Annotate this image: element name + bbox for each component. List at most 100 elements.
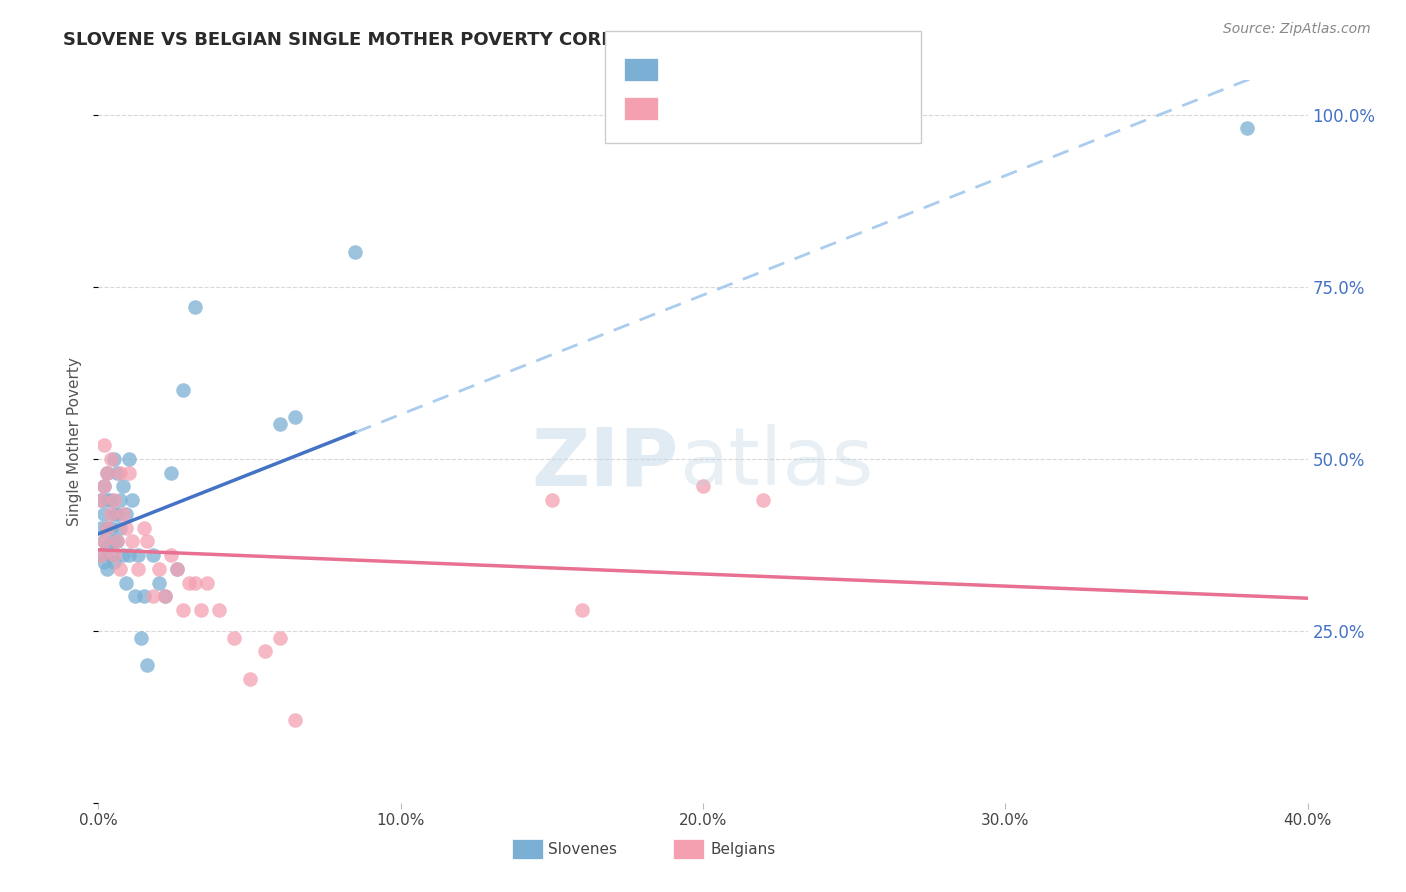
- Point: [148, 575, 170, 590]
- Point: [96, 466, 118, 480]
- Point: [121, 534, 143, 549]
- Point: [93, 534, 115, 549]
- Point: [284, 410, 307, 425]
- Text: N =: N =: [769, 61, 806, 78]
- Text: 0.352: 0.352: [699, 61, 751, 78]
- Point: [208, 603, 231, 617]
- Text: ZIP: ZIP: [531, 425, 679, 502]
- Point: [752, 493, 775, 508]
- Point: [195, 575, 218, 590]
- Point: [111, 507, 134, 521]
- Text: 47: 47: [803, 61, 827, 78]
- Point: [253, 644, 276, 658]
- Point: [344, 245, 367, 260]
- Point: [148, 562, 170, 576]
- Point: [224, 631, 246, 645]
- Point: [108, 493, 131, 508]
- Point: [105, 534, 128, 549]
- Point: [114, 575, 136, 590]
- Point: [184, 575, 207, 590]
- Point: [179, 575, 201, 590]
- Point: [135, 658, 157, 673]
- Point: [96, 520, 118, 534]
- Point: [132, 590, 155, 604]
- Point: [96, 562, 118, 576]
- Point: [571, 603, 593, 617]
- Point: [127, 562, 149, 576]
- Point: [166, 562, 188, 576]
- Text: SLOVENE VS BELGIAN SINGLE MOTHER POVERTY CORRELATION CHART: SLOVENE VS BELGIAN SINGLE MOTHER POVERTY…: [63, 31, 775, 49]
- Point: [121, 493, 143, 508]
- Point: [118, 451, 141, 466]
- Text: N =: N =: [769, 100, 806, 118]
- Point: [93, 555, 115, 569]
- Point: [160, 548, 183, 562]
- Point: [111, 548, 134, 562]
- Point: [96, 466, 118, 480]
- Point: [172, 383, 194, 397]
- Point: [160, 466, 183, 480]
- Point: [135, 534, 157, 549]
- Point: [540, 493, 562, 508]
- Point: [190, 603, 212, 617]
- Point: [103, 507, 125, 521]
- Point: [108, 466, 131, 480]
- Point: [90, 493, 112, 508]
- Text: R =: R =: [665, 100, 702, 118]
- Point: [127, 548, 149, 562]
- Point: [90, 493, 112, 508]
- Point: [269, 417, 291, 432]
- Point: [100, 520, 122, 534]
- Point: [105, 507, 128, 521]
- Point: [114, 520, 136, 534]
- Point: [239, 672, 262, 686]
- Point: [93, 534, 115, 549]
- Y-axis label: Single Mother Poverty: Single Mother Poverty: [67, 357, 83, 526]
- Text: atlas: atlas: [679, 425, 873, 502]
- Point: [100, 451, 122, 466]
- Point: [1236, 121, 1258, 136]
- Point: [100, 493, 122, 508]
- Point: [153, 590, 176, 604]
- Point: [692, 479, 714, 493]
- Point: [118, 548, 141, 562]
- Point: [108, 520, 131, 534]
- Text: Slovenes: Slovenes: [548, 842, 617, 856]
- Point: [172, 603, 194, 617]
- Point: [103, 534, 125, 549]
- Point: [129, 631, 152, 645]
- Point: [103, 451, 125, 466]
- Point: [108, 562, 131, 576]
- Text: Belgians: Belgians: [710, 842, 775, 856]
- Point: [105, 534, 128, 549]
- Point: [118, 466, 141, 480]
- Point: [153, 590, 176, 604]
- Point: [96, 541, 118, 556]
- Point: [96, 493, 118, 508]
- Point: [132, 520, 155, 534]
- Point: [111, 479, 134, 493]
- Point: [93, 507, 115, 521]
- Point: [166, 562, 188, 576]
- Text: Source: ZipAtlas.com: Source: ZipAtlas.com: [1223, 22, 1371, 37]
- Point: [103, 555, 125, 569]
- Point: [105, 466, 128, 480]
- Point: [114, 507, 136, 521]
- Point: [93, 438, 115, 452]
- Point: [93, 479, 115, 493]
- Point: [103, 548, 125, 562]
- Text: 0.063: 0.063: [699, 100, 751, 118]
- Point: [93, 479, 115, 493]
- Point: [96, 520, 118, 534]
- Point: [100, 507, 122, 521]
- Point: [100, 548, 122, 562]
- Text: R =: R =: [665, 61, 702, 78]
- Point: [269, 631, 291, 645]
- Point: [184, 301, 207, 315]
- Text: 41: 41: [803, 100, 825, 118]
- Point: [284, 713, 307, 727]
- Point: [90, 548, 112, 562]
- Point: [142, 548, 165, 562]
- Point: [124, 590, 146, 604]
- Point: [90, 548, 112, 562]
